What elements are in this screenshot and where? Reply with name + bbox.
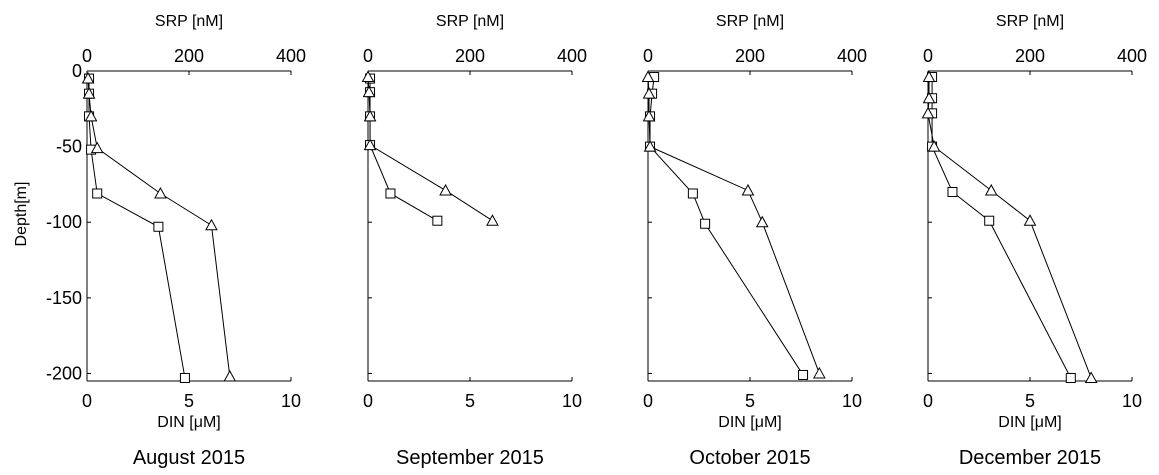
bottom-tick-label: 10 [281,391,301,411]
y-tick-label: -200 [46,363,82,383]
y-tick-label: -50 [56,137,82,157]
panel-title: October 2015 [689,447,810,469]
bottom-tick-label: 5 [184,391,194,411]
panel-4 [923,71,1133,382]
data-point-square [1066,373,1075,382]
panel-title: December 2015 [959,447,1101,469]
bottom-axis-label: DIN [μM] [998,414,1061,431]
y-axis-label: Depth[m] [13,182,30,247]
top-axis-label: SRP [nM] [996,13,1064,30]
y-tick-label: 0 [72,61,82,81]
data-point-triangle [757,217,768,227]
bottom-axis-label: DIN [μM] [718,414,781,431]
data-point-square [799,370,808,379]
data-point-square [948,187,957,196]
top-axis-label: SRP [nM] [436,13,504,30]
bottom-tick-label: 10 [1122,391,1142,411]
data-point-triangle [986,185,997,195]
data-point-square [154,222,163,231]
top-tick-label: 0 [923,46,933,66]
data-point-triangle [487,215,498,225]
top-tick-label: 0 [643,46,653,66]
series-line-square [650,77,803,375]
bottom-tick-label: 0 [923,391,933,411]
top-tick-label: 0 [82,46,92,66]
panel-title: September 2015 [396,447,544,469]
data-point-square [93,189,102,198]
data-point-triangle [224,371,235,381]
y-tick-label: -150 [46,288,82,308]
series-line-square [89,79,185,378]
data-point-square [688,189,697,198]
data-point-square [701,219,710,228]
bottom-tick-label: 5 [1025,391,1035,411]
bottom-tick-label: 10 [562,391,582,411]
data-point-triangle [206,220,217,230]
top-tick-label: 400 [276,46,306,66]
data-point-triangle [1025,215,1036,225]
data-point-square [180,373,189,382]
panel-1 [83,71,291,382]
data-point-triangle [1086,372,1097,382]
panel-3 [643,71,853,381]
top-tick-label: 200 [1015,46,1045,66]
bottom-tick-label: 5 [745,391,755,411]
top-tick-label: 400 [837,46,867,66]
bottom-tick-label: 10 [842,391,862,411]
panel-title: August 2015 [133,447,245,469]
bottom-tick-label: 0 [643,391,653,411]
data-point-triangle [440,185,451,195]
bottom-tick-label: 5 [465,391,475,411]
data-point-square [985,216,994,225]
bottom-tick-label: 0 [82,391,92,411]
top-tick-label: 200 [455,46,485,66]
series-line-square [932,77,1071,378]
data-point-triangle [814,368,825,378]
top-tick-label: 200 [174,46,204,66]
top-tick-label: 200 [735,46,765,66]
data-point-triangle [155,188,166,198]
data-point-square [433,216,442,225]
bottom-tick-label: 0 [363,391,373,411]
top-axis-label: SRP [nM] [716,13,784,30]
bottom-axis-label: DIN [μM] [157,414,220,431]
y-tick-label: -100 [46,212,82,232]
data-point-triangle [742,185,753,195]
top-tick-label: 400 [557,46,587,66]
series-line-triangle [648,77,819,373]
top-axis-label: SRP [nM] [155,13,223,30]
series-line-triangle [368,77,492,221]
series-line-square [370,79,437,221]
panel-2 [363,71,573,381]
series-line-triangle [928,77,1091,378]
data-point-square [386,189,395,198]
top-tick-label: 400 [1117,46,1147,66]
top-tick-label: 0 [363,46,373,66]
